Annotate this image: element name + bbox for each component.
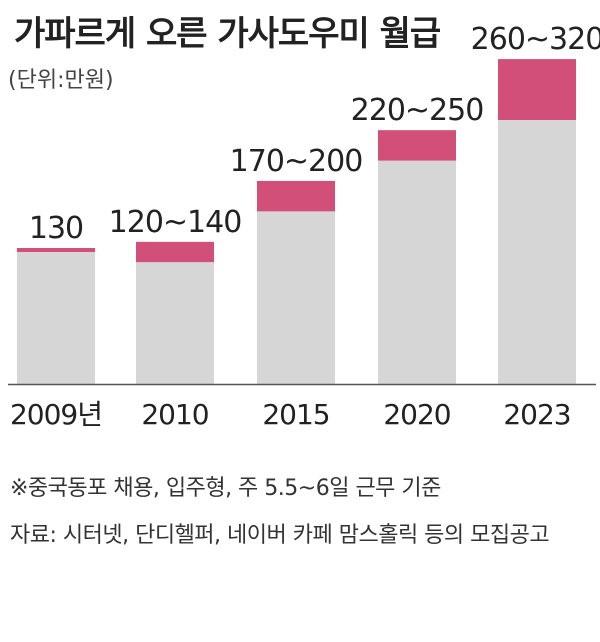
bar-range-0 (17, 248, 95, 252)
x-tick-label-2: 2015 (262, 398, 329, 431)
bar-base-2 (257, 211, 335, 384)
data-label-0: 130 (29, 211, 83, 246)
x-tick-label-4: 2023 (503, 398, 570, 431)
data-label-3: 220~250 (351, 93, 484, 128)
x-tick-label-1: 2010 (141, 398, 208, 431)
bar-base-4 (498, 120, 576, 384)
bar-base-0 (17, 252, 95, 384)
unit-label: (단위:만원) (8, 68, 114, 93)
footnote-condition: ※중국동포 채용, 입주형, 주 5.5~6일 근무 기준 (10, 476, 441, 501)
bar-range-3 (378, 130, 456, 161)
x-tick-label-3: 2020 (383, 398, 450, 431)
bar-range-2 (257, 180, 335, 212)
data-label-2: 170~200 (230, 144, 363, 179)
footnote-source: 자료: 시터넷, 단디헬퍼, 네이버 카페 맘스홀릭 등의 모집공고 (10, 523, 550, 548)
bar-base-3 (378, 160, 456, 384)
bar-base-1 (136, 262, 214, 384)
data-label-1: 120~140 (109, 205, 242, 240)
bar-range-1 (136, 241, 214, 263)
chart-title: 가파르게 오른 가사도우미 월급 (14, 14, 441, 54)
x-tick-label-0: 2009년 (10, 398, 102, 431)
data-label-4: 260~320 (471, 22, 600, 57)
stacked-bar-chart: 130 2009년 120~140 2010 170~200 2015 220~250 202… (8, 22, 600, 431)
bar-range-4 (498, 59, 576, 120)
